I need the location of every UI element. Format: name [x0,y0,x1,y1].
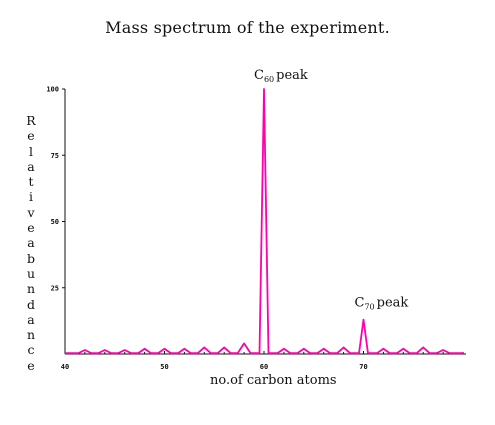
spectrum-peak [104,349,106,351]
peak-annotation: C70 peak [355,296,409,312]
spectrum-peak [442,349,444,351]
peak-annotation: C60 peak [254,68,308,84]
spectrum-peak [343,346,345,348]
x-tick-label: 50 [160,363,168,371]
x-tick-label: 40 [61,363,69,371]
chart-title: Mass spectrum of the experiment. [105,18,390,37]
spectrum-peak [323,348,325,350]
spectrum-peak [283,348,285,350]
spectrum-peak [84,349,86,351]
spectrum-peak [382,348,384,350]
chart-series [65,88,463,355]
x-axis-label: no.of carbon atoms [210,373,337,388]
y-tick-label: 100 [46,86,59,94]
spectrum-peak [203,346,205,348]
spectrum-peak [243,342,245,344]
spectrum-peak [303,348,305,350]
y-tick-label: 50 [51,218,59,226]
spectrum-peak [422,346,424,348]
spectrum-peak [223,346,225,348]
chart-annotations: C60 peak C70 peak [254,68,408,312]
x-tick-label: 70 [359,363,367,371]
spectrum-peak [144,348,146,350]
y-axis-label: R e l a t i v e a b u n d a n c e [26,113,36,373]
spectrum-peak [402,348,404,350]
spectrum-peak [163,348,166,350]
y-tick-label: 75 [51,152,59,160]
spectrum-peak [124,349,126,351]
y-tick-label: 25 [51,284,59,292]
chart-ticks: 40 50 60 70 25 50 75 100 [46,86,464,371]
spectrum-peak [263,88,265,90]
spectrum-line [65,88,463,355]
x-tick-label: 60 [260,363,268,371]
spectrum-peak [183,348,185,350]
spectrum-peak [362,319,365,321]
